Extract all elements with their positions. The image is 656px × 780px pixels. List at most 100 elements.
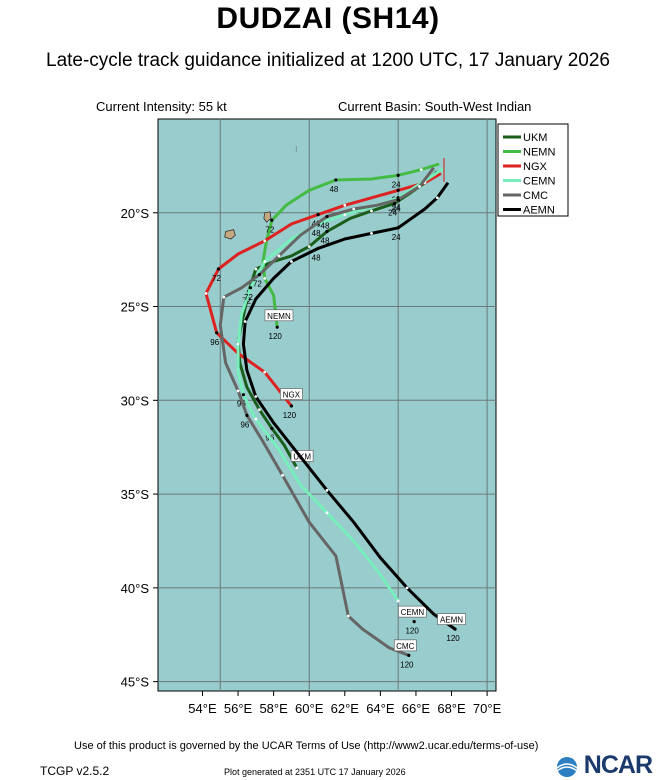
forecast-hour-dot: [334, 178, 338, 182]
forecast-hour-label: 72: [212, 274, 221, 283]
forecast-hour-dot: [396, 188, 400, 192]
forecast-hour-dot: [216, 267, 221, 271]
track-point: [222, 295, 226, 299]
forecast-hour-dot: [325, 214, 329, 219]
track-point: [254, 417, 258, 421]
track-end-tag-box: [393, 639, 417, 652]
track-cmc: 24 48 72 96 120 CMC: [218, 166, 435, 669]
legend: UKM NEMN NGX CEMN CMC AEMN: [497, 123, 569, 217]
reunion-island: [224, 229, 236, 240]
x-tick-label: 64°E: [366, 701, 395, 716]
forecast-hour-label: 48: [312, 253, 321, 262]
track-point: [435, 196, 439, 200]
track-point: [370, 209, 373, 213]
track-end-tag: AEMN: [440, 616, 463, 625]
track-point: [295, 466, 299, 470]
forecast-hour-dot: [453, 627, 457, 631]
y-tick-label: 35°S: [121, 487, 150, 502]
track-end-tag-box: [290, 450, 314, 462]
forecast-hour-dot: [270, 218, 274, 222]
x-tick-label: 60°E: [295, 701, 324, 716]
track-point: [258, 408, 261, 412]
x-tick-label: 54°E: [188, 701, 217, 716]
ncar-logo-text: NCAR: [583, 751, 653, 779]
forecast-hour-label: 24: [392, 205, 401, 214]
generated-time: Plot generated at 2351 UTC 17 January 20…: [224, 767, 406, 777]
x-tick-label: 66°E: [402, 701, 431, 716]
forecast-hour-label: 24: [392, 180, 401, 189]
track-point: [419, 168, 423, 172]
track-point: [370, 232, 373, 235]
track-point: [236, 342, 240, 346]
track-end-tag-box: [264, 309, 294, 322]
x-tick-label: 68°E: [437, 701, 466, 716]
track-point: [281, 473, 284, 477]
track-end-tag-box: [398, 605, 427, 618]
track-end-tag: CMC: [396, 642, 414, 651]
track-point: [307, 245, 311, 248]
forecast-hour-label: 48: [321, 222, 330, 231]
forecast-hour-label: 120: [400, 660, 414, 669]
forecast-hour-dot: [245, 413, 249, 417]
forecast-hour-label: 48: [312, 229, 321, 238]
forecast-hour-dot: [316, 246, 320, 251]
forecast-hour-dot: [248, 286, 253, 290]
land-layer: [224, 211, 272, 240]
track-nemn: 24 48 72 120 NEMN: [261, 162, 440, 341]
x-tick-label: 56°E: [224, 701, 253, 716]
track-end-tag-box: [437, 613, 466, 625]
version-label: TCGP v2.5.2: [40, 764, 110, 778]
x-tick-label: 70°E: [473, 701, 502, 716]
track-point: [290, 260, 293, 263]
forecast-hour-dot: [396, 173, 400, 177]
forecast-hour-dot: [257, 273, 261, 277]
track-point: [254, 267, 258, 271]
track-point: [405, 586, 409, 590]
forecast-hour-label: 48: [321, 237, 330, 246]
track-point: [263, 277, 267, 280]
ocean-background: [157, 118, 497, 692]
legend-label-ukm: UKM: [523, 132, 547, 144]
forecast-hour-dot: [325, 229, 329, 234]
track-point: [263, 239, 267, 243]
forecast-hour-label: 24: [392, 203, 401, 212]
track-point: [418, 185, 421, 188]
forecast-hour-dot: [396, 226, 400, 230]
current-intensity: Current Intensity: 55 kt: [96, 99, 227, 114]
track-layer: 24487296UKM244872120NEMN24487296120NGX24…: [204, 162, 466, 669]
forecast-hour-label: 96: [210, 338, 219, 347]
track-point: [352, 207, 356, 211]
forecast-hour-label: 72: [253, 280, 262, 289]
y-tick-label: 30°S: [121, 393, 150, 408]
track-end-tag: NEMN: [267, 312, 291, 321]
track-point: [343, 213, 347, 217]
track-point: [325, 511, 329, 515]
legend-label-cemn: CEMN: [523, 176, 555, 188]
track-line-aemn: [241, 181, 456, 631]
legend-label-aemn: AEMN: [523, 205, 555, 217]
legend-label-nemn: NEMN: [523, 147, 555, 159]
forecast-hour-dot: [396, 198, 400, 202]
track-point: [204, 292, 208, 295]
forecast-hour-dot: [270, 426, 274, 431]
mauritius-island: [263, 211, 272, 223]
forecast-hour-dot: [241, 393, 245, 397]
track-point: [263, 260, 267, 263]
forecast-hour-dot: [275, 325, 279, 329]
track-line-cmc: [218, 166, 435, 657]
track-aemn: 24 48 120 AEMN: [241, 181, 466, 643]
islet-marks: ⁝: [295, 145, 298, 154]
forecast-hour-dot: [412, 620, 416, 624]
page-subtitle: Late-cycle track guidance initialized at…: [46, 50, 610, 71]
legend-label-cmc: CMC: [523, 190, 548, 202]
x-tick-label: 62°E: [331, 701, 360, 716]
forecast-hour-dot: [393, 201, 397, 205]
ncar-logo: NCAR: [552, 751, 653, 779]
y-tick-label: 45°S: [121, 675, 150, 690]
forecast-hour-label: 120: [405, 627, 419, 636]
forecast-hour-label: 96: [240, 420, 249, 429]
track-end-tag-box: [280, 388, 303, 400]
forecast-hour-label: 72: [265, 225, 274, 234]
forecast-hour-label: 72: [244, 293, 253, 302]
